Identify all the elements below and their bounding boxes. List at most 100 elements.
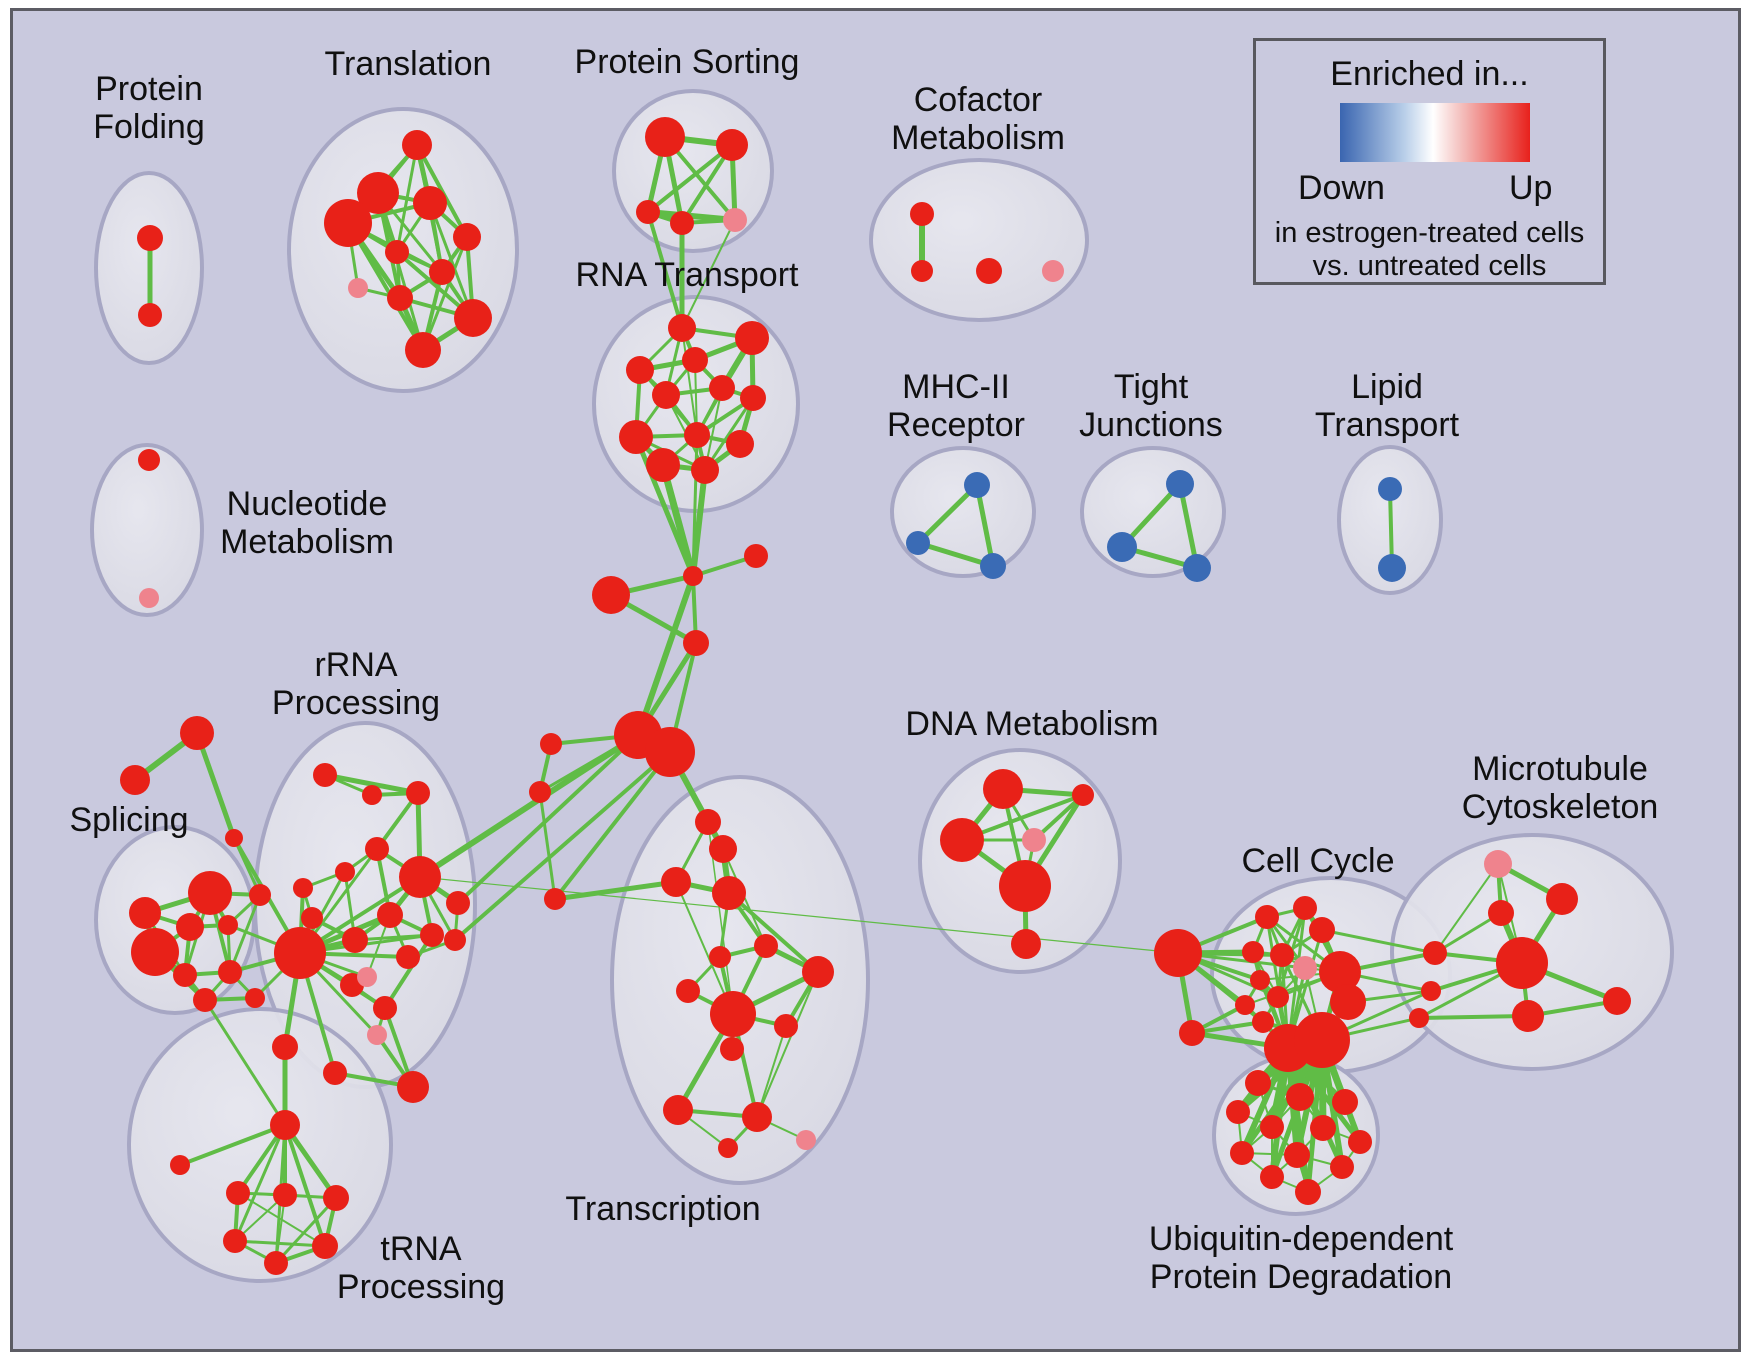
node-112[interactable]: [1267, 986, 1289, 1008]
node-16[interactable]: [670, 211, 694, 235]
node-52[interactable]: [796, 1130, 816, 1150]
node-146[interactable]: [1378, 477, 1402, 501]
node-55[interactable]: [362, 785, 382, 805]
node-69[interactable]: [373, 996, 397, 1020]
node-59[interactable]: [293, 878, 313, 898]
node-49[interactable]: [720, 1037, 744, 1061]
node-37[interactable]: [529, 781, 551, 803]
node-111[interactable]: [1250, 970, 1270, 990]
node-53[interactable]: [718, 1138, 738, 1158]
node-136[interactable]: [1284, 1142, 1310, 1168]
node-121[interactable]: [1409, 1008, 1429, 1028]
node-107[interactable]: [1309, 917, 1335, 943]
node-102[interactable]: [1011, 929, 1041, 959]
node-148[interactable]: [910, 202, 934, 226]
node-101[interactable]: [999, 860, 1051, 912]
node-17[interactable]: [723, 208, 747, 232]
node-88[interactable]: [272, 1034, 298, 1060]
node-13[interactable]: [645, 117, 685, 157]
node-42[interactable]: [544, 888, 566, 910]
node-58[interactable]: [335, 862, 355, 882]
node-29[interactable]: [691, 456, 719, 484]
node-100[interactable]: [1022, 828, 1046, 852]
node-152[interactable]: [138, 449, 160, 471]
node-99[interactable]: [940, 818, 984, 862]
node-14[interactable]: [716, 129, 748, 161]
node-1[interactable]: [138, 303, 162, 327]
node-19[interactable]: [735, 321, 769, 355]
node-151[interactable]: [1042, 260, 1064, 282]
node-120[interactable]: [1421, 981, 1441, 1001]
node-48[interactable]: [774, 1014, 798, 1038]
node-62[interactable]: [420, 923, 444, 947]
node-67[interactable]: [357, 967, 377, 987]
node-86[interactable]: [193, 988, 217, 1012]
node-2[interactable]: [402, 130, 432, 160]
node-15[interactable]: [636, 200, 660, 224]
node-70[interactable]: [397, 1071, 429, 1103]
node-149[interactable]: [911, 260, 933, 282]
node-89[interactable]: [270, 1110, 300, 1140]
node-147[interactable]: [1378, 554, 1406, 582]
node-40[interactable]: [661, 867, 691, 897]
node-150[interactable]: [976, 258, 1002, 284]
node-79[interactable]: [188, 871, 232, 915]
node-35[interactable]: [645, 727, 695, 777]
node-114[interactable]: [1252, 1011, 1274, 1033]
node-26[interactable]: [684, 422, 710, 448]
node-75[interactable]: [180, 716, 214, 750]
node-94[interactable]: [223, 1229, 247, 1253]
node-125[interactable]: [1496, 937, 1548, 989]
node-74[interactable]: [396, 945, 420, 969]
node-56[interactable]: [406, 781, 430, 805]
node-140[interactable]: [964, 472, 990, 498]
node-71[interactable]: [323, 1061, 347, 1085]
node-20[interactable]: [626, 356, 654, 384]
node-0[interactable]: [137, 225, 163, 251]
node-116[interactable]: [1330, 984, 1366, 1020]
node-138[interactable]: [1260, 1165, 1284, 1189]
node-92[interactable]: [273, 1183, 297, 1207]
node-18[interactable]: [668, 314, 696, 342]
node-104[interactable]: [1179, 1020, 1205, 1046]
node-36[interactable]: [540, 733, 562, 755]
node-22[interactable]: [709, 375, 735, 401]
node-143[interactable]: [1166, 470, 1194, 498]
node-127[interactable]: [1603, 987, 1631, 1015]
node-33[interactable]: [683, 630, 709, 656]
node-129[interactable]: [1286, 1083, 1314, 1111]
node-50[interactable]: [663, 1095, 693, 1125]
node-72[interactable]: [446, 891, 470, 915]
node-124[interactable]: [1488, 900, 1514, 926]
node-103[interactable]: [1154, 929, 1202, 977]
node-8[interactable]: [429, 259, 455, 285]
node-66[interactable]: [274, 927, 326, 979]
node-78[interactable]: [129, 897, 161, 929]
node-118[interactable]: [1294, 1012, 1350, 1068]
node-47[interactable]: [710, 991, 756, 1037]
node-90[interactable]: [170, 1155, 190, 1175]
node-5[interactable]: [324, 199, 372, 247]
node-4[interactable]: [413, 186, 447, 220]
node-123[interactable]: [1546, 883, 1578, 915]
node-39[interactable]: [709, 835, 737, 863]
node-12[interactable]: [405, 332, 441, 368]
node-77[interactable]: [225, 829, 243, 847]
node-25[interactable]: [619, 420, 653, 454]
node-57[interactable]: [365, 837, 389, 861]
node-106[interactable]: [1293, 896, 1317, 920]
node-128[interactable]: [1245, 1070, 1271, 1096]
node-21[interactable]: [682, 347, 708, 373]
node-80[interactable]: [249, 884, 271, 906]
node-109[interactable]: [1270, 943, 1294, 967]
node-30[interactable]: [683, 566, 703, 586]
node-46[interactable]: [676, 979, 700, 1003]
node-7[interactable]: [385, 240, 409, 264]
node-43[interactable]: [754, 934, 778, 958]
node-87[interactable]: [245, 988, 265, 1008]
node-54[interactable]: [313, 763, 337, 787]
node-83[interactable]: [131, 928, 179, 976]
node-11[interactable]: [454, 299, 492, 337]
node-51[interactable]: [742, 1102, 772, 1132]
node-82[interactable]: [218, 915, 238, 935]
